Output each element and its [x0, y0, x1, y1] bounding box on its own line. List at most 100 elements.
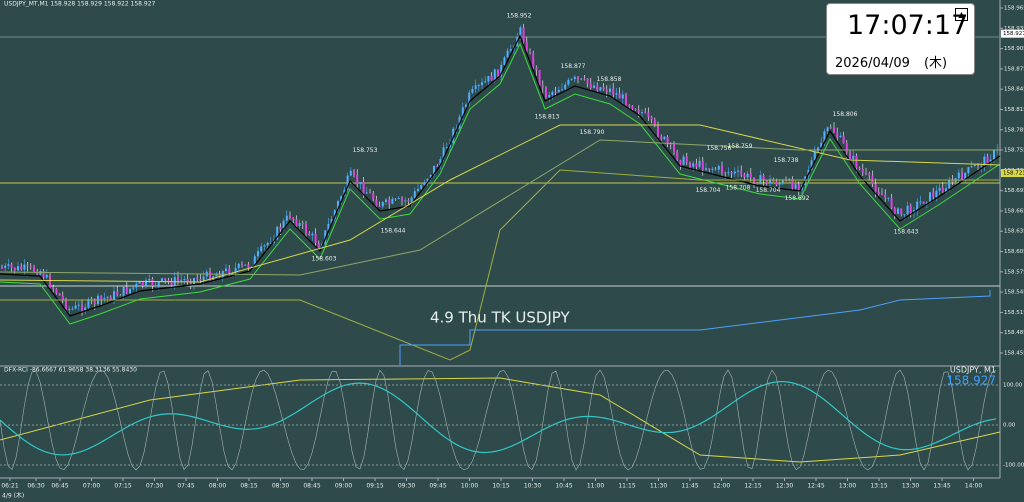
- time-label: 13:15: [870, 483, 887, 490]
- candle: [586, 78, 589, 84]
- candle: [535, 67, 538, 71]
- candle: [42, 271, 45, 278]
- candle: [839, 135, 842, 138]
- candle: [852, 155, 855, 159]
- candle: [167, 280, 170, 282]
- candle: [829, 127, 832, 129]
- candle: [641, 112, 643, 114]
- candle: [333, 210, 336, 220]
- candle: [87, 299, 90, 308]
- price-tick-label: 158.905: [1004, 46, 1024, 52]
- candle: [327, 223, 330, 231]
- candle: [577, 76, 579, 80]
- candle: [215, 274, 218, 277]
- candle: [884, 194, 887, 198]
- candle: [461, 107, 464, 117]
- candle: [580, 78, 583, 80]
- candle: [644, 112, 647, 114]
- clock-date-text: 2026/04/09: [835, 56, 910, 71]
- time-label: 13:30: [902, 483, 919, 490]
- candle: [698, 160, 701, 167]
- candle: [596, 85, 599, 91]
- candle: [356, 174, 359, 184]
- candle: [340, 196, 343, 202]
- candle: [660, 136, 663, 140]
- candle: [292, 217, 295, 220]
- candle: [196, 278, 199, 280]
- candle: [922, 201, 925, 204]
- candle: [81, 304, 83, 311]
- candle: [429, 174, 432, 179]
- candle: [823, 131, 826, 143]
- candle: [410, 197, 413, 202]
- clock-date: 2026/04/09 (木): [835, 52, 947, 71]
- candle: [490, 76, 493, 81]
- low-label: 158.813: [535, 113, 560, 120]
- candle: [455, 128, 458, 130]
- candle: [189, 282, 192, 284]
- candle: [237, 263, 240, 268]
- price-tick-label: 158.845: [1004, 87, 1024, 93]
- high-label: 158.738: [774, 157, 799, 164]
- time-label: 08:30: [272, 483, 289, 490]
- candle: [785, 180, 787, 182]
- candle: [503, 57, 506, 65]
- candle: [673, 143, 675, 152]
- candle: [695, 163, 698, 167]
- time-label: 10:45: [555, 483, 572, 490]
- candle: [49, 274, 51, 288]
- candle: [193, 278, 195, 284]
- candle: [874, 183, 877, 192]
- candle: [650, 116, 653, 120]
- candle: [708, 168, 711, 170]
- candle: [378, 205, 381, 207]
- candle: [756, 182, 759, 185]
- time-label: 13:45: [933, 483, 950, 490]
- indicator-line: [0, 124, 1001, 283]
- time-label: 09:30: [398, 483, 415, 490]
- candle: [100, 295, 103, 299]
- candle: [375, 199, 378, 206]
- candle: [129, 288, 131, 294]
- candle: [474, 85, 477, 89]
- candle: [177, 277, 179, 281]
- candle: [797, 184, 800, 190]
- candle: [74, 305, 77, 309]
- candle: [685, 156, 688, 163]
- candle: [961, 172, 963, 180]
- candle: [151, 279, 154, 286]
- time-label: 06:45: [51, 483, 68, 490]
- time-label: 14:00: [965, 483, 982, 490]
- candle: [865, 172, 867, 174]
- candle: [365, 192, 368, 194]
- candle: [737, 170, 739, 172]
- candle: [305, 224, 307, 234]
- indicator-line: [0, 34, 1001, 317]
- candle: [493, 69, 496, 81]
- candle: [301, 222, 304, 225]
- main-header: USDJPY_MT,M1 158.928 158.929 158.922 158…: [4, 1, 156, 8]
- clock-icon[interactable]: ▲: [955, 8, 968, 21]
- price-tick-label: 158.575: [1004, 269, 1024, 275]
- candle: [820, 142, 823, 148]
- candle: [417, 188, 419, 192]
- candle: [500, 64, 503, 77]
- candle: [260, 246, 263, 252]
- candle: [4, 265, 7, 269]
- candle: [618, 93, 621, 99]
- candle: [228, 268, 231, 275]
- candle: [346, 175, 349, 190]
- price-box-label: 158.721: [1003, 171, 1024, 177]
- candle: [1, 268, 3, 269]
- candle: [113, 291, 115, 300]
- candle: [257, 251, 259, 257]
- candle: [692, 163, 695, 167]
- candle: [941, 187, 944, 193]
- price-axis-bg: [1000, 0, 1024, 490]
- watermark: 4.9 Thu TK USDJPY: [430, 309, 571, 327]
- candle: [893, 208, 896, 214]
- low-label: 158.708: [726, 184, 751, 191]
- candle: [349, 170, 352, 176]
